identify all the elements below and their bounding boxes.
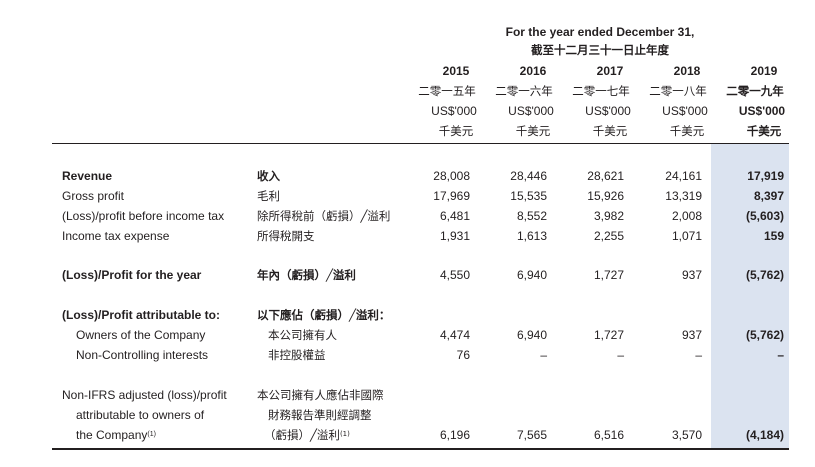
label-zh-revenue: 收入: [257, 169, 280, 183]
value-revenue-2019: 17,919: [747, 169, 784, 183]
value-non-ifrs-2015: 6,196: [439, 428, 470, 442]
value-tax-2017: 2,255: [593, 229, 624, 243]
value-tax-2015: 1,931: [439, 229, 470, 243]
value-gross-profit-2019: 8,397: [753, 189, 784, 203]
unit-zh-2019: 千美元: [746, 124, 782, 138]
label-non-ifrs-line1: Non-IFRS adjusted (loss)/profit: [62, 388, 227, 402]
value-non-ifrs-2017: 6,516: [593, 428, 624, 442]
label-zh-tax: 所得稅開支: [257, 229, 315, 243]
label-pbt: (Loss)/profit before income tax: [62, 209, 225, 223]
year-2018: 2018: [673, 64, 701, 78]
label-zh-non-ifrs-line2: 財務報告準則經調整: [268, 408, 372, 422]
value-revenue-2018: 24,161: [665, 169, 702, 183]
year-zh-2019: 二零一九年: [726, 84, 784, 98]
label-owners: Owners of the Company: [76, 328, 206, 342]
value-nci-2018: –: [695, 348, 702, 362]
label-non-ifrs-line3: the Company(1): [76, 428, 156, 442]
period-heading-zh: 截至十二月三十一日止年度: [531, 43, 669, 57]
value-revenue-2015: 28,008: [433, 169, 470, 183]
label-zh-nci: 非控股權益: [268, 348, 326, 362]
year-2019: 2019: [750, 64, 778, 78]
value-profit-year-2017: 1,727: [593, 268, 624, 282]
label-zh-non-ifrs-line3: （虧損）╱溢利(1): [264, 428, 350, 442]
unit-2015: US$'000: [431, 104, 477, 118]
label-non-ifrs-line3-text: the Company: [76, 428, 148, 442]
label-nci: Non-Controlling interests: [76, 348, 209, 362]
label-zh-profit-year: 年內（虧損）╱溢利: [257, 268, 356, 282]
label-attributable: (Loss)/Profit attributable to:: [62, 308, 220, 322]
value-non-ifrs-2019: (4,184): [745, 428, 784, 442]
year-zh-2016: 二零一六年: [495, 84, 553, 98]
value-non-ifrs-2016: 7,565: [516, 428, 547, 442]
value-pbt-2019: (5,603): [745, 209, 784, 223]
value-profit-year-2015: 4,550: [439, 268, 470, 282]
label-zh-attributable: 以下應佔（虧損）╱溢利：: [257, 308, 391, 322]
value-owners-2015: 4,474: [439, 328, 470, 342]
value-tax-2019: 159: [763, 229, 784, 243]
value-tax-2018: 1,071: [671, 229, 702, 243]
value-pbt-2018: 2,008: [671, 209, 702, 223]
value-owners-2019: (5,762): [745, 328, 784, 342]
value-nci-2017: –: [617, 348, 624, 362]
label-zh-gross-profit: 毛利: [257, 189, 280, 203]
label-revenue: Revenue: [62, 169, 113, 183]
unit-2016: US$'000: [508, 104, 554, 118]
label-zh-pbt: 除所得稅前（虧損）╱溢利: [257, 209, 391, 223]
year-2015: 2015: [442, 64, 470, 78]
value-gross-profit-2018: 13,319: [665, 189, 702, 203]
header-rule: [52, 143, 789, 144]
unit-2019: US$'000: [738, 104, 786, 118]
value-nci-2016: –: [540, 348, 547, 362]
unit-2017: US$'000: [585, 104, 631, 118]
label-zh-owners: 本公司擁有人: [268, 328, 337, 342]
value-pbt-2015: 6,481: [439, 209, 470, 223]
period-heading-en: For the year ended December 31,: [505, 25, 695, 39]
value-revenue-2017: 28,621: [587, 169, 624, 183]
year-2017: 2017: [596, 64, 624, 78]
footnote-marker-zh: (1): [339, 430, 350, 438]
value-revenue-2016: 28,446: [510, 169, 547, 183]
label-profit-year: (Loss)/Profit for the year: [62, 268, 202, 282]
value-profit-year-2016: 6,940: [516, 268, 547, 282]
value-tax-2016: 1,613: [516, 229, 547, 243]
label-zh-non-ifrs-line3-text: （虧損）╱溢利: [264, 428, 340, 442]
year-zh-2015: 二零一五年: [418, 84, 476, 98]
label-gross-profit: Gross profit: [62, 189, 125, 203]
value-gross-profit-2017: 15,926: [587, 189, 624, 203]
value-profit-year-2018: 937: [681, 268, 702, 282]
value-nci-2015: 76: [456, 348, 470, 362]
value-non-ifrs-2018: 3,570: [671, 428, 702, 442]
value-owners-2018: 937: [681, 328, 702, 342]
footnote-marker: (1): [147, 431, 156, 438]
highlight-2019-column: [711, 144, 789, 448]
unit-zh-2017: 千美元: [592, 124, 628, 138]
unit-zh-2015: 千美元: [438, 124, 474, 138]
unit-2018: US$'000: [662, 104, 708, 118]
value-pbt-2017: 3,982: [593, 209, 624, 223]
bottom-rule: [52, 448, 789, 450]
year-zh-2017: 二零一七年: [572, 84, 630, 98]
unit-zh-2016: 千美元: [515, 124, 551, 138]
year-2016: 2016: [519, 64, 547, 78]
value-gross-profit-2015: 17,969: [433, 189, 470, 203]
value-pbt-2016: 8,552: [516, 209, 547, 223]
value-owners-2016: 6,940: [516, 328, 547, 342]
year-zh-2018: 二零一八年: [649, 84, 707, 98]
value-owners-2017: 1,727: [593, 328, 624, 342]
value-gross-profit-2016: 15,535: [510, 189, 547, 203]
value-nci-2019: –: [777, 348, 784, 362]
label-tax: Income tax expense: [62, 229, 170, 243]
value-profit-year-2019: (5,762): [745, 268, 784, 282]
unit-zh-2018: 千美元: [669, 124, 705, 138]
label-non-ifrs-line2: attributable to owners of: [76, 408, 205, 422]
label-zh-non-ifrs-line1: 本公司擁有人應佔非國際: [257, 388, 384, 402]
